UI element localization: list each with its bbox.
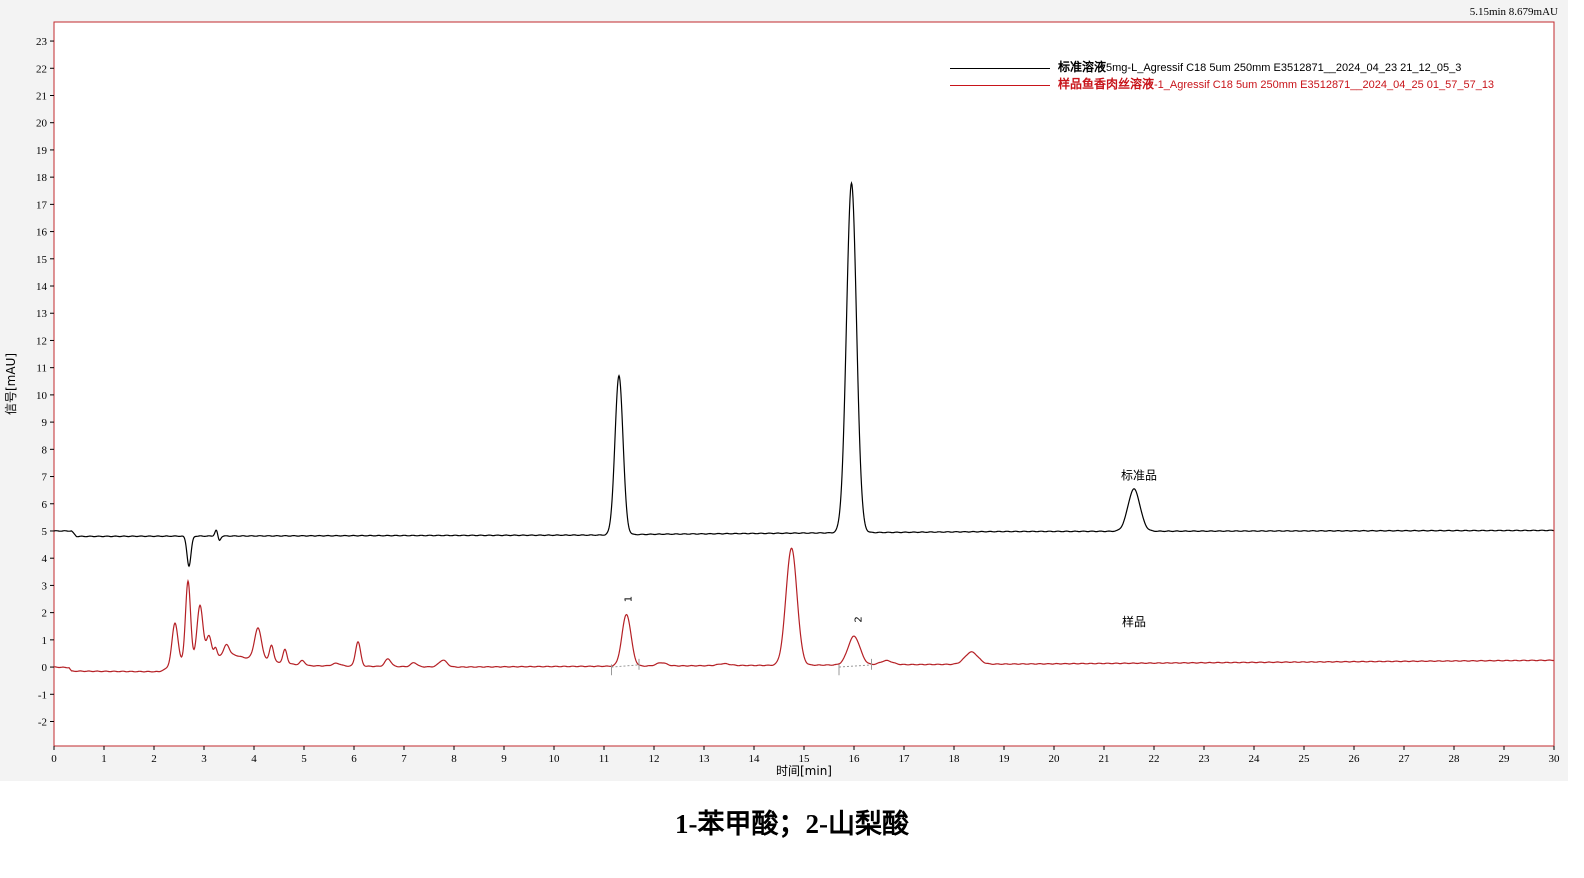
- y-tick-label: 23: [36, 36, 48, 48]
- cursor-readout: 5.15min 8.679mAU: [1469, 6, 1558, 18]
- x-tick-label: 19: [999, 753, 1011, 765]
- x-tick-label: 7: [401, 753, 407, 765]
- legend-swatch: [950, 84, 1050, 86]
- y-tick-label: 17: [36, 199, 48, 211]
- x-axis-label: 时间[min]: [776, 764, 832, 778]
- x-tick-label: 16: [849, 753, 861, 765]
- x-tick-label: 2: [151, 753, 157, 765]
- x-tick-label: 17: [899, 753, 911, 765]
- y-tick-label: 8: [42, 444, 48, 456]
- x-tick-label: 26: [1349, 753, 1361, 765]
- x-tick-label: 9: [501, 753, 507, 765]
- y-tick-label: 0: [42, 662, 48, 674]
- x-tick-label: 4: [251, 753, 257, 765]
- x-tick-label: 22: [1149, 753, 1160, 765]
- y-tick-label: 4: [42, 553, 48, 565]
- y-tick-label: 19: [36, 145, 48, 157]
- x-tick-label: 14: [749, 753, 761, 765]
- x-tick-label: 1: [101, 753, 107, 765]
- y-tick-label: 11: [36, 363, 47, 375]
- y-tick-label: 13: [36, 308, 48, 320]
- series-line-standard: [53, 180, 1554, 568]
- y-tick-label: 22: [36, 63, 47, 75]
- y-tick-label: 2: [42, 608, 48, 620]
- y-tick-label: 6: [42, 499, 48, 511]
- caption: 1-苯甲酸；2-山梨酸: [675, 809, 909, 839]
- legend-entry-sample: 样品鱼香肉丝溶液-1_Agressif C18 5um 250mm E35128…: [950, 75, 1494, 92]
- y-tick-label: 12: [36, 335, 47, 347]
- y-tick-label: 16: [36, 227, 48, 239]
- peak-annotation: 1: [624, 596, 635, 602]
- x-tick-label: 29: [1499, 753, 1511, 765]
- y-tick-label: 7: [42, 472, 48, 484]
- chromatogram-chart: 0 1 2 3 4 5 6 7 8 9 10 11 12 13 14 15 16 17 18 19 20 21 22 23 24…: [4, 21, 1561, 778]
- y-tick-label: 15: [36, 254, 48, 266]
- x-tick-label: 25: [1299, 753, 1311, 765]
- legend-swatch: [950, 67, 1050, 69]
- y-axis-label: 信号[mAU]: [4, 353, 18, 415]
- y-tick-label: 5: [42, 526, 48, 538]
- x-tick-label: 18: [949, 753, 961, 765]
- peak-annotation: 2: [854, 616, 865, 622]
- integration-baseline: [838, 664, 872, 668]
- x-tick-label: 27: [1399, 753, 1411, 765]
- x-tick-label: 24: [1249, 753, 1261, 765]
- y-tick-label: 21: [36, 90, 47, 102]
- x-tick-label: 15: [799, 753, 811, 765]
- x-tick-label: 21: [1099, 753, 1110, 765]
- x-tick-label: 3: [201, 753, 207, 765]
- peak-annotation: 样品: [1122, 614, 1146, 629]
- x-tick-label: 6: [351, 753, 357, 765]
- x-tick-label: 12: [649, 753, 660, 765]
- y-tick-label: 20: [36, 118, 48, 130]
- x-tick-label: 0: [51, 753, 57, 765]
- x-tick-label: 13: [699, 753, 711, 765]
- y-tick-label: 9: [42, 417, 48, 429]
- y-tick-label: 10: [36, 390, 48, 402]
- x-tick-label: 8: [451, 753, 457, 765]
- plot-area: [53, 21, 1555, 747]
- x-tick-label: 30: [1549, 753, 1561, 765]
- y-tick-label: 14: [36, 281, 48, 293]
- series-line-sample: [54, 547, 1554, 673]
- legend-entry-standard: 标准溶液5mg-L_Agressif C18 5um 250mm E351287…: [950, 58, 1461, 75]
- x-tick-label: 28: [1449, 753, 1461, 765]
- x-tick-label: 11: [599, 753, 610, 765]
- y-tick-label: 3: [42, 580, 48, 592]
- x-tick-label: 20: [1049, 753, 1061, 765]
- y-tick-label: 18: [36, 172, 48, 184]
- y-tick-label: 1: [42, 635, 48, 647]
- peak-annotation: 标准品: [1121, 468, 1157, 482]
- x-tick-label: 23: [1199, 753, 1211, 765]
- x-tick-label: 10: [549, 753, 561, 765]
- integration-baseline: [611, 664, 640, 668]
- y-tick-label: -1: [38, 689, 47, 701]
- x-tick-label: 5: [301, 753, 307, 765]
- y-tick-label: -2: [38, 717, 47, 729]
